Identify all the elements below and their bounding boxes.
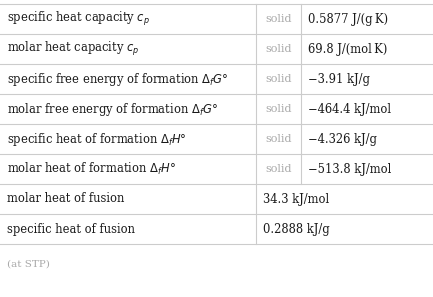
Text: solid: solid — [265, 134, 292, 144]
Text: 0.5877 J/(g K): 0.5877 J/(g K) — [308, 12, 388, 26]
Text: solid: solid — [265, 44, 292, 54]
Text: specific heat capacity $c_p$: specific heat capacity $c_p$ — [7, 10, 150, 28]
Text: specific heat of formation $\Delta_f H°$: specific heat of formation $\Delta_f H°$ — [7, 130, 187, 148]
Text: solid: solid — [265, 74, 292, 84]
Text: solid: solid — [265, 164, 292, 174]
Text: −464.4 kJ/mol: −464.4 kJ/mol — [308, 102, 391, 116]
Text: −3.91 kJ/g: −3.91 kJ/g — [308, 72, 370, 86]
Text: specific heat of fusion: specific heat of fusion — [7, 222, 135, 236]
Text: molar heat of formation $\Delta_f H°$: molar heat of formation $\Delta_f H°$ — [7, 161, 176, 177]
Text: 0.2888 kJ/g: 0.2888 kJ/g — [263, 222, 330, 236]
Text: solid: solid — [265, 104, 292, 114]
Text: 69.8 J/(mol K): 69.8 J/(mol K) — [308, 42, 388, 56]
Text: molar free energy of formation $\Delta_f G°$: molar free energy of formation $\Delta_f… — [7, 100, 218, 118]
Text: (at STP): (at STP) — [7, 260, 50, 268]
Text: molar heat of fusion: molar heat of fusion — [7, 192, 124, 206]
Text: solid: solid — [265, 14, 292, 24]
Text: −513.8 kJ/mol: −513.8 kJ/mol — [308, 162, 392, 176]
Text: molar heat capacity $c_p$: molar heat capacity $c_p$ — [7, 40, 139, 58]
Text: specific free energy of formation $\Delta_f G°$: specific free energy of formation $\Delt… — [7, 70, 229, 88]
Text: −4.326 kJ/g: −4.326 kJ/g — [308, 132, 378, 146]
Text: 34.3 kJ/mol: 34.3 kJ/mol — [263, 192, 330, 206]
